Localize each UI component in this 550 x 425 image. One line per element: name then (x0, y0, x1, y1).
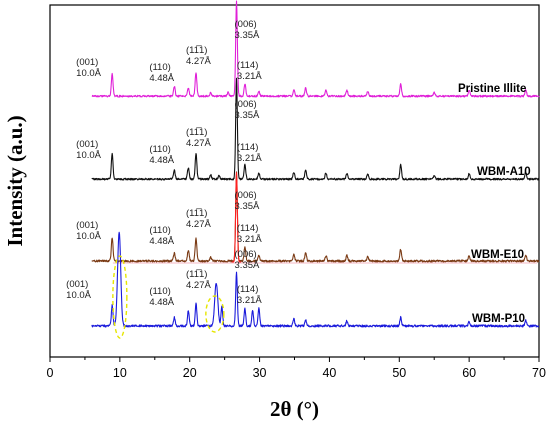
x-tick-label: 0 (47, 366, 54, 380)
peak-hkl-label: (114) (237, 142, 258, 153)
peak-hkl-label: (110) (149, 62, 170, 73)
peak-d-spacing-label: 3.21Å (237, 153, 262, 164)
peak-hkl-label: (114) (237, 284, 258, 295)
x-tick-label: 30 (253, 366, 267, 380)
peak-hkl-label: (11̅1) (186, 269, 207, 280)
x-tick-label: 20 (183, 366, 197, 380)
x-axis: 0 10 20 30 40 50 60 70 (47, 357, 546, 380)
peak-d-spacing-label: 4.27Å (186, 56, 211, 67)
peak-d-spacing-label: 10.0Å (76, 231, 101, 242)
peak-d-spacing-label: 4.27Å (186, 138, 211, 149)
highlight-ellipse (112, 255, 128, 339)
peak-d-spacing-label: 4.48Å (149, 155, 174, 166)
peak-hkl-label: (001) (76, 57, 98, 68)
peak-d-spacing-label: 4.48Å (149, 297, 174, 308)
peak-d-spacing-label: 3.21Å (237, 234, 262, 245)
peak-d-spacing-label: 4.27Å (186, 219, 211, 230)
series-line-wbm-p10 (91, 231, 540, 328)
series-group: Pristine Illite WBM-A10 WBM-E10 WBM-P10 (91, 0, 540, 328)
peak-d-spacing-label: 3.21Å (237, 295, 262, 306)
peak-hkl-label: (001) (76, 220, 98, 231)
peak-d-spacing-label: 4.48Å (149, 236, 174, 247)
peak-d-spacing-label: 10.0Å (76, 68, 101, 79)
series-label: WBM-E10 (471, 249, 524, 261)
peak-d-spacing-label: 3.21Å (237, 71, 262, 82)
x-tick-label: 10 (113, 366, 127, 380)
peak-hkl-label: (114) (237, 223, 258, 234)
peak-hkl-label: (006) (235, 190, 257, 201)
series-line-wbm-e10 (91, 171, 540, 263)
peak-hkl-label: (001) (66, 279, 88, 290)
peak-hkl-label: (11̅1) (186, 208, 207, 219)
peak-hkl-label: (006) (235, 99, 257, 110)
highlight-ellipse (205, 295, 225, 333)
series-line-pristine-illite (91, 0, 540, 98)
peak-hkl-label: (11̅1) (186, 45, 207, 56)
y-axis-title: Intensity (a.u.) (3, 115, 27, 246)
peak-hkl-label: (006) (235, 19, 257, 30)
peak-hkl-label: (110) (149, 144, 170, 155)
x-tick-label: 60 (462, 366, 476, 380)
peak-annotations: (001)10.0Å(110)4.48Å(11̅1)4.27Å(006)3.35… (66, 19, 262, 308)
peak-hkl-label: (110) (149, 286, 170, 297)
series-label: WBM-P10 (472, 313, 525, 325)
x-tick-label: 50 (392, 366, 406, 380)
peak-hkl-label: (11̅1) (186, 127, 207, 138)
peak-d-spacing-label: 10.0Å (66, 290, 91, 301)
series-line-wbm-a10 (91, 77, 540, 181)
peak-hkl-label: (006) (235, 249, 257, 260)
x-tick-label: 40 (322, 366, 336, 380)
peak-d-spacing-label: 4.48Å (149, 73, 174, 84)
peak-d-spacing-label: 3.35Å (235, 30, 260, 41)
peak-d-spacing-label: 4.27Å (186, 280, 211, 291)
series-label: WBM-A10 (477, 166, 531, 178)
x-axis-title: 2θ (°) (270, 397, 319, 421)
peak-hkl-label: (001) (76, 139, 98, 150)
peak-hkl-label: (114) (237, 60, 258, 71)
peak-d-spacing-label: 3.35Å (235, 201, 260, 212)
series-overlay-peak (231, 172, 242, 263)
x-tick-label: 70 (532, 366, 546, 380)
plot-frame (49, 4, 540, 358)
peak-d-spacing-label: 3.35Å (235, 260, 260, 271)
peak-d-spacing-label: 3.35Å (235, 110, 260, 121)
peak-d-spacing-label: 10.0Å (76, 150, 101, 161)
peak-hkl-label: (110) (149, 225, 170, 236)
series-label: Pristine Illite (458, 83, 526, 95)
